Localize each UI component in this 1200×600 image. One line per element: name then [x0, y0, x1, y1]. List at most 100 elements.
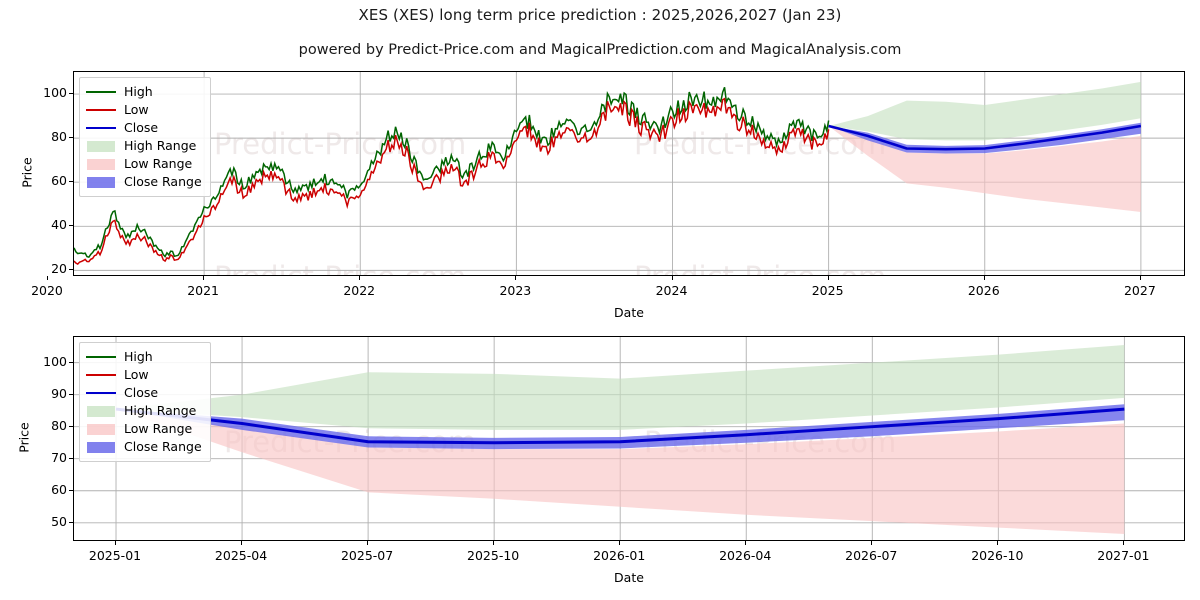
x-tick-mark [1139, 276, 1141, 280]
band-close-range [828, 122, 1141, 154]
y-tick-mark [69, 393, 73, 395]
bottom-chart-legend: High Low Close High Range Low Range Close Ran… [79, 342, 211, 462]
legend-swatch-fill [87, 442, 115, 453]
legend-item-close[interactable]: Close [86, 384, 202, 402]
top-chart-y-axis-label: Price [19, 157, 35, 188]
x-tick-label: 2025-10 [467, 548, 520, 563]
x-tick-label: 2027 [1123, 283, 1156, 298]
legend-swatch-fill [86, 356, 116, 359]
legend-item-low[interactable]: Low [86, 101, 202, 119]
legend-item-label: Close Range [124, 174, 202, 189]
x-tick-label: 2026-04 [719, 548, 772, 563]
x-tick-label: 2026-10 [971, 548, 1024, 563]
x-tick-label: 2024 [655, 283, 688, 298]
bottom-chart-data-layer [115, 345, 1125, 534]
x-tick-mark [745, 541, 747, 545]
legend-swatch-fill [87, 406, 115, 417]
legend-swatch-fill [86, 109, 116, 112]
x-tick-mark [46, 276, 48, 280]
x-tick-label: 2025-07 [340, 548, 394, 563]
legend-line-swatch [86, 103, 116, 117]
figure-subtitle: powered by Predict-Price.com and Magical… [298, 42, 902, 58]
x-tick-mark [871, 541, 873, 545]
x-tick-mark [359, 276, 361, 280]
y-tick-mark [69, 225, 73, 227]
legend-item-high-range[interactable]: High Range [86, 402, 202, 420]
band-close-range [116, 404, 1125, 450]
legend-item-high[interactable]: High [86, 348, 202, 366]
top-chart-legend: High Low Close High Range Low Range Close Ran… [79, 77, 211, 197]
x-tick-label: 2023 [499, 283, 532, 298]
x-tick-label: 2026-01 [593, 548, 646, 563]
series-high-line [74, 87, 830, 258]
legend-item-low-range[interactable]: Low Range [86, 420, 202, 438]
y-tick-label: 60 [51, 481, 67, 497]
y-tick-label: 60 [51, 173, 67, 189]
legend-item-label: High Range [124, 138, 197, 153]
legend-item-high-range[interactable]: High Range [86, 137, 202, 155]
legend-swatch-fill [87, 177, 115, 188]
legend-swatch-fill [86, 127, 116, 130]
legend-item-label: High [124, 349, 153, 364]
top-chart-data-layer [74, 81, 1142, 266]
legend-swatch-fill [87, 424, 115, 435]
bottom-chart-x-axis-label: Date [614, 570, 644, 585]
y-tick-label: 80 [51, 129, 67, 145]
page-title: XES (XES) long term price prediction : 2… [358, 6, 842, 24]
bottom-chart-y-axis-label: Price [16, 422, 32, 453]
y-tick-label: 40 [51, 217, 67, 233]
x-tick-mark [115, 541, 116, 545]
x-tick-mark [203, 276, 205, 280]
y-tick-label: 20 [51, 261, 67, 277]
y-tick-mark [69, 361, 73, 363]
y-tick-mark [69, 521, 73, 523]
legend-swatch-fill [87, 141, 115, 152]
legend-item-high[interactable]: High [86, 83, 202, 101]
legend-swatch-fill [87, 159, 115, 170]
x-tick-label: 2027-01 [1097, 548, 1150, 563]
legend-line-swatch [86, 85, 116, 99]
legend-item-close[interactable]: Close [86, 119, 202, 137]
y-tick-label: 80 [51, 417, 67, 433]
y-tick-label: 100 [43, 85, 67, 101]
legend-item-low[interactable]: Low [86, 366, 202, 384]
x-tick-label: 2026-07 [845, 548, 898, 563]
legend-patch-swatch [86, 157, 116, 171]
x-tick-mark [619, 541, 621, 545]
legend-item-label: Low Range [124, 156, 193, 171]
legend-swatch-fill [86, 374, 116, 377]
legend-item-close-range[interactable]: Close Range [86, 173, 202, 191]
x-tick-label: 2025-04 [214, 548, 268, 563]
legend-line-swatch [86, 368, 116, 382]
x-tick-label: 2026 [967, 283, 1000, 298]
x-tick-mark [493, 541, 495, 545]
y-tick-mark [69, 489, 73, 491]
x-tick-label: 2025 [811, 283, 844, 298]
legend-item-close-range[interactable]: Close Range [86, 438, 202, 456]
y-tick-mark [69, 269, 73, 271]
band-high-range [828, 81, 1141, 141]
x-tick-mark [1123, 541, 1125, 545]
x-tick-mark [997, 541, 999, 545]
series-close-line [828, 124, 1142, 151]
legend-patch-swatch [86, 404, 116, 418]
series-low-line [74, 97, 830, 266]
legend-patch-swatch [86, 440, 116, 454]
top-chart-plot-area: Predict-Price.comPredict-Price.comPredic… [73, 71, 1185, 276]
x-tick-mark [671, 276, 673, 280]
y-tick-mark [69, 93, 73, 95]
legend-patch-swatch [86, 139, 116, 153]
x-tick-mark [241, 541, 243, 545]
band-low-range [116, 409, 1125, 534]
legend-item-low-range[interactable]: Low Range [86, 155, 202, 173]
x-tick-mark [515, 276, 517, 280]
legend-item-label: Low [124, 367, 149, 382]
legend-swatch-fill [86, 91, 116, 94]
y-tick-mark [69, 181, 73, 183]
y-tick-mark [69, 425, 73, 427]
legend-line-swatch [86, 350, 116, 364]
legend-line-swatch [86, 121, 116, 135]
legend-item-label: Close [124, 385, 159, 400]
x-tick-mark [367, 541, 369, 545]
